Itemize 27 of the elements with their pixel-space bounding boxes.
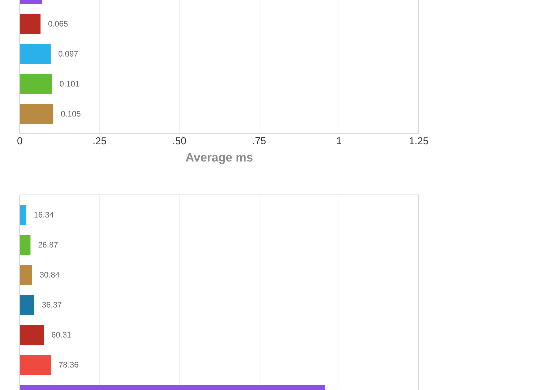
x-tick-label: .25 (94, 138, 106, 145)
data-label: 36.37 (42, 302, 62, 308)
data-label: 16.34 (34, 212, 54, 218)
bar (20, 264, 32, 285)
bar (20, 104, 54, 124)
data-label: 30.84 (40, 272, 60, 278)
bar (20, 44, 51, 64)
data-label: 60.31 (52, 332, 72, 338)
bar (20, 294, 35, 315)
bar (20, 234, 31, 255)
data-label: 0.065 (48, 21, 68, 27)
data-label: 0.105 (61, 111, 81, 117)
bar (20, 324, 44, 345)
bar (20, 74, 52, 94)
x-tick-label: .50 (174, 138, 186, 145)
x-tick-label: 1 (337, 138, 342, 144)
data-label: 0.097 (58, 51, 78, 57)
data-label: 78.36 (59, 362, 78, 368)
x-tick-label: .75 (253, 138, 266, 144)
bar (20, 14, 41, 34)
data-label: 0.101 (60, 81, 80, 87)
x-axis-title: Average ms (186, 153, 253, 164)
x-tick-label: 0 (18, 138, 22, 145)
bar (20, 354, 52, 375)
bar (20, 204, 27, 225)
x-tick-label: 1.25 (410, 138, 428, 145)
data-label: 26.87 (38, 242, 58, 248)
